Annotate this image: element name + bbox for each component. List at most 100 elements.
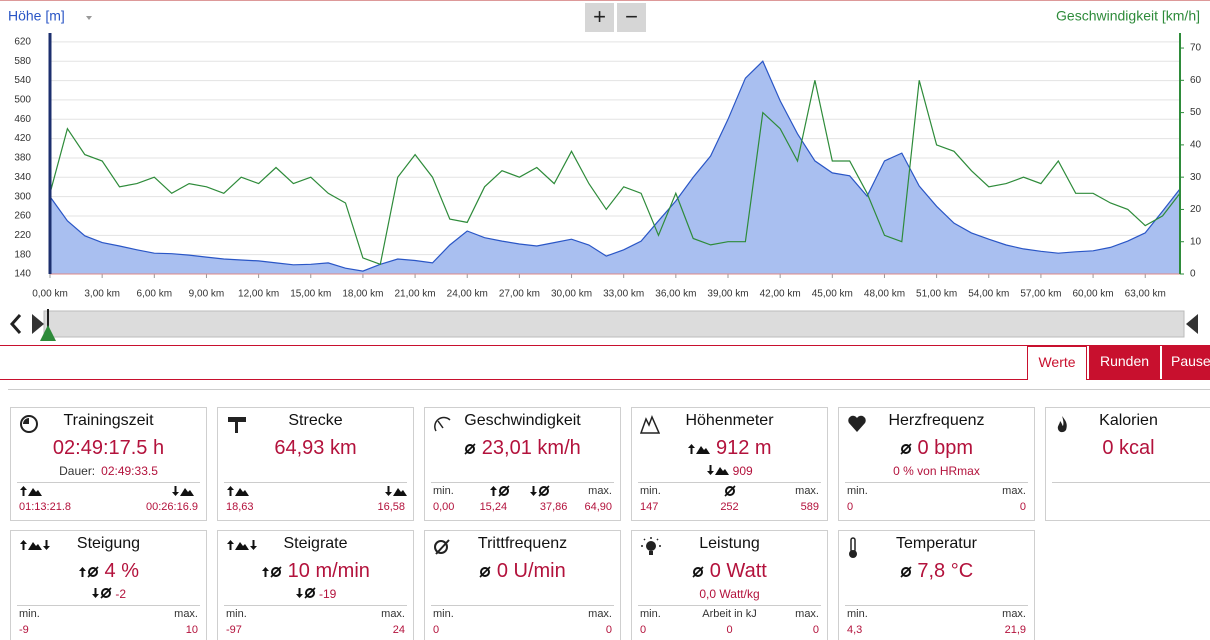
card-title: Trainingszeit	[11, 412, 206, 430]
separator	[0, 345, 1210, 346]
card-divider	[17, 482, 200, 483]
stat-card: Trainingszeit 02:49:17.5 h Dauer: 02:49:33.…	[10, 407, 207, 521]
footer-value: 0	[813, 624, 819, 636]
card-value: 02:49:17.5 h	[11, 437, 206, 460]
footer-label: min.	[433, 608, 454, 620]
elevation-line	[49, 60, 1181, 272]
footer-value-text: 21,9	[1004, 624, 1026, 636]
tab[interactable]: Pause	[1162, 346, 1210, 379]
dropdown-caret[interactable]	[86, 16, 92, 20]
footer-value-text: 15,24	[479, 501, 508, 513]
card-icon	[847, 537, 859, 564]
stat-card: Leistung 0 Watt 0,0 Watt/kg min. Arbeit in …	[631, 530, 828, 640]
card-icon	[433, 537, 453, 562]
footer-label-text: min.	[847, 485, 868, 497]
card-value-text: 10 m/min	[287, 560, 370, 582]
footer-label: Arbeit in kJ	[632, 608, 827, 620]
card-value-text: 0 Watt	[709, 560, 767, 582]
x-tick-label: 12,00 km	[238, 289, 279, 300]
card-value: 10 m/min	[218, 560, 413, 583]
card-icon	[1054, 414, 1070, 439]
y-axis-label: Höhe [m]	[8, 8, 65, 24]
footer-value-text: 4,3	[847, 624, 863, 636]
card-icon	[640, 537, 662, 562]
card-title: Steigrate	[218, 535, 413, 553]
zoom-out-button[interactable]: −	[617, 3, 646, 32]
card-title-text: Strecke	[288, 412, 343, 429]
footer-value: 16,58	[377, 501, 405, 513]
footer-label: max.	[174, 608, 198, 620]
card-value: 0 Watt	[632, 560, 827, 583]
tab[interactable]: Runden	[1089, 346, 1160, 379]
card-sub-value-text: 0 % von HRmax	[893, 464, 980, 478]
card-value-text: 64,93 km	[274, 437, 357, 459]
y-tick-label: 220	[14, 230, 31, 241]
card-sub-value-text: -2	[115, 587, 126, 601]
slider-left-handle[interactable]	[32, 314, 44, 334]
footer-value-text: 0	[433, 624, 440, 636]
card-sub: 0,0 Watt/kg	[632, 587, 827, 601]
card-title: Höhenmeter	[632, 412, 827, 430]
footer-value-text: 147	[640, 501, 659, 513]
zoom-in-button[interactable]: +	[585, 3, 614, 32]
card-title-text: Steigrate	[283, 535, 348, 552]
y-tick-label: 420	[14, 133, 31, 144]
y-tick-label: 620	[14, 37, 31, 48]
footer-label: max.	[795, 485, 819, 497]
card-title: Leistung	[632, 535, 827, 553]
card-sub: Dauer: 02:49:33.5	[11, 464, 206, 478]
card-title-text: Leistung	[699, 535, 760, 552]
footer-label-text: min.	[433, 485, 454, 497]
footer-label: min.	[640, 485, 661, 497]
footer-icon	[489, 485, 510, 499]
y-tick-label: 260	[14, 211, 31, 222]
footer-value-text: 64,90	[584, 501, 612, 513]
x-tick-label: 48,00 km	[864, 289, 905, 300]
card-value-text: 912 m	[715, 437, 772, 459]
footer-value: 18,63	[226, 501, 254, 513]
card-value: 23,01 km/h	[425, 437, 620, 460]
card-title-text: Herzfrequenz	[888, 412, 985, 429]
card-icon	[847, 414, 867, 439]
footer-label-text: max.	[795, 608, 819, 620]
card-divider	[17, 605, 200, 606]
slider-left-arrow[interactable]	[9, 314, 22, 334]
stat-card: Höhenmeter 912 m 909 min. max. 147 252 589	[631, 407, 828, 521]
footer-value: -9	[19, 624, 29, 636]
footer-icon	[384, 485, 407, 499]
footer-value-text: -9	[19, 624, 29, 636]
footer-icon	[226, 485, 249, 499]
card-value: 0 U/min	[425, 560, 620, 583]
card-icon	[639, 414, 661, 439]
range-slider[interactable]	[0, 307, 1210, 347]
slider-marker[interactable]	[40, 325, 56, 341]
y2-tick-label: 50	[1190, 107, 1202, 118]
card-title: Kalorien	[1046, 412, 1210, 430]
x-tick-label: 0,00 km	[32, 289, 68, 300]
card-sub-value-text: 02:49:33.5	[101, 464, 158, 478]
y-tick-label: 340	[14, 172, 31, 183]
slider-right-handle[interactable]	[1186, 314, 1198, 334]
y2-tick-label: 10	[1190, 236, 1202, 247]
x-tick-label: 18,00 km	[342, 289, 383, 300]
footer-value-text: 18,63	[226, 501, 254, 513]
card-value: 7,8 °C	[839, 560, 1034, 583]
footer-label: min.	[847, 608, 868, 620]
x-tick-label: 33,00 km	[603, 289, 644, 300]
card-icon	[433, 414, 453, 439]
x-tick-label: 36,00 km	[655, 289, 696, 300]
card-icon	[226, 414, 248, 439]
y-tick-label: 580	[14, 56, 31, 67]
card-title-text: Kalorien	[1099, 412, 1158, 429]
tab-active[interactable]: Werte	[1027, 346, 1087, 380]
card-value-text: 4 %	[104, 560, 140, 582]
footer-value: 0,00	[433, 501, 454, 513]
card-icon	[19, 414, 39, 439]
footer-value: 15,24	[475, 501, 511, 513]
y2-axis-label: Geschwindigkeit [km/h]	[1056, 8, 1200, 24]
footer-value-text: 0	[605, 624, 612, 636]
x-tick-label: 30,00 km	[551, 289, 592, 300]
card-sub: -2	[11, 587, 206, 601]
footer-label-text: Arbeit in kJ	[702, 608, 757, 620]
footer-value-text: 01:13:21.8	[19, 501, 71, 513]
